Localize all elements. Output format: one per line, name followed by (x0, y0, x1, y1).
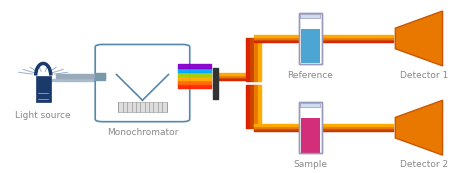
Text: Sample: Sample (293, 160, 327, 169)
Text: Light source: Light source (16, 111, 71, 120)
Bar (301, 103, 320, 107)
Bar (301, 119, 319, 153)
Text: Detector 1: Detector 1 (400, 71, 448, 80)
Bar (301, 29, 319, 63)
Bar (301, 13, 320, 18)
Polygon shape (395, 11, 443, 66)
Bar (118, 102, 166, 112)
Text: Detector 2: Detector 2 (400, 160, 448, 169)
Bar (299, 13, 321, 64)
Bar (299, 102, 321, 153)
Polygon shape (395, 100, 443, 155)
Text: Monochromator: Monochromator (107, 128, 178, 137)
FancyBboxPatch shape (95, 44, 190, 122)
Bar (299, 13, 321, 64)
FancyBboxPatch shape (36, 76, 51, 102)
Bar (299, 102, 321, 153)
Text: Reference: Reference (287, 71, 333, 80)
